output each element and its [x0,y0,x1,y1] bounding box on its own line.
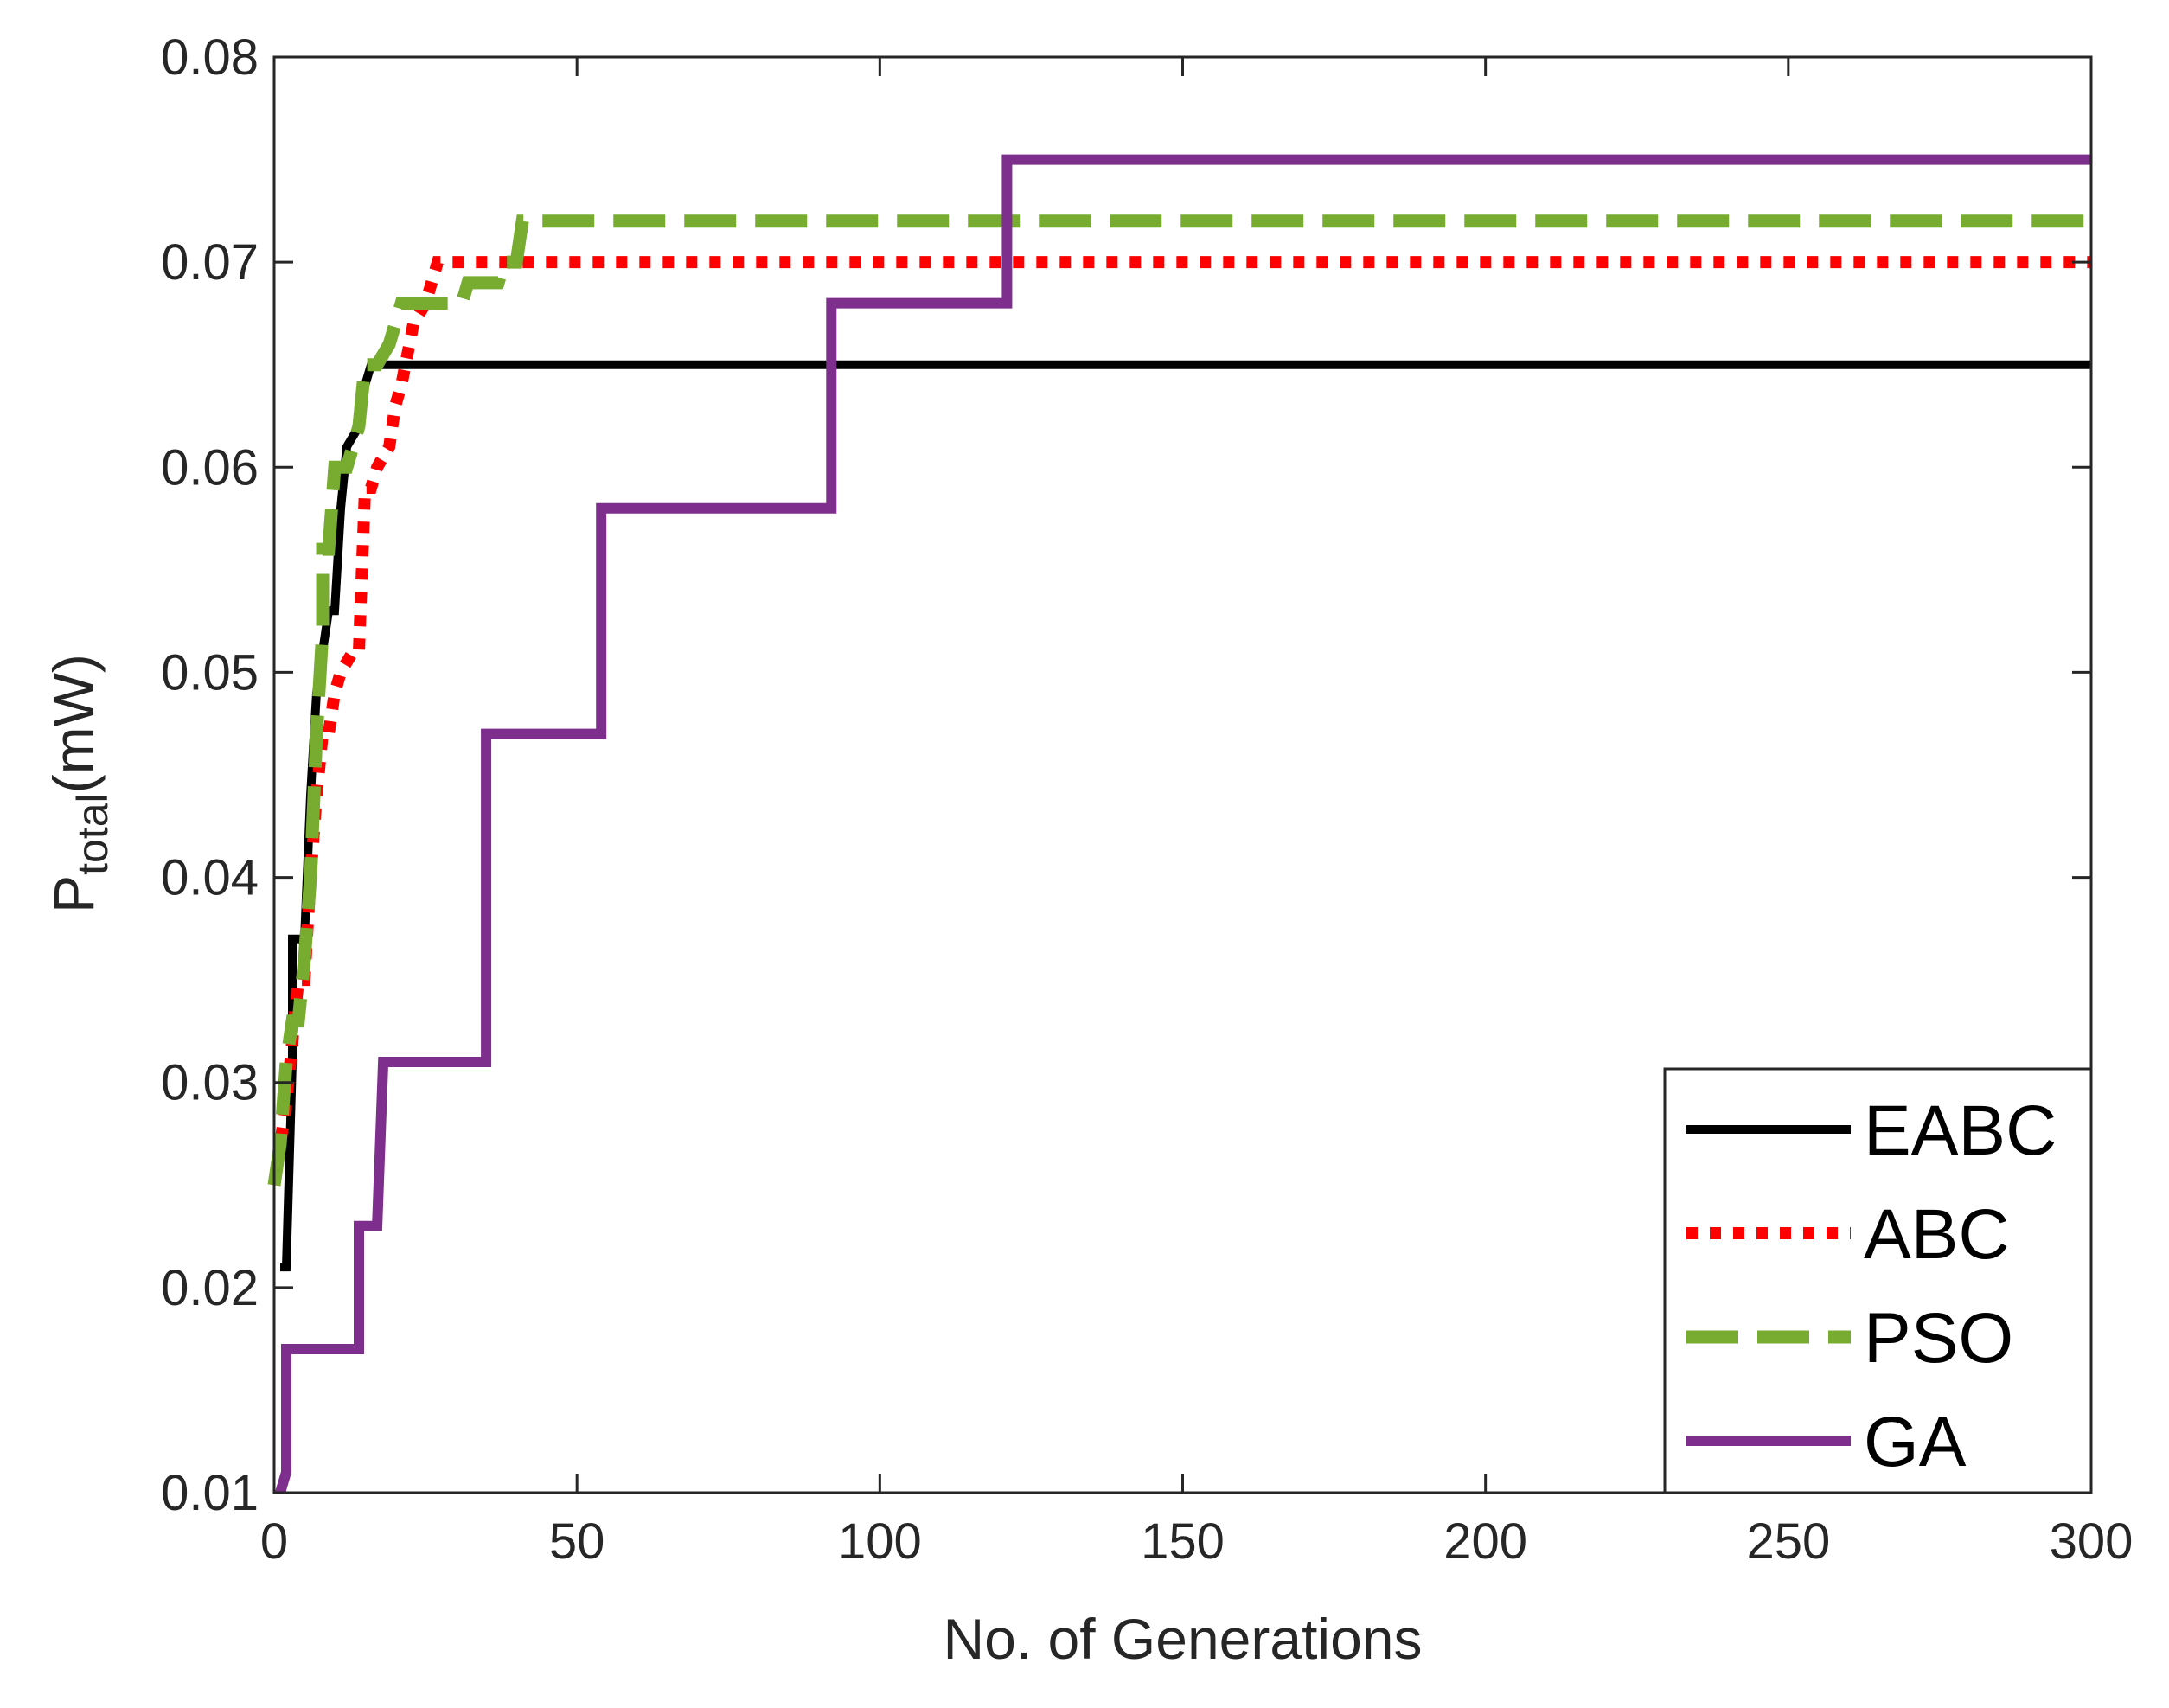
y-axis-title-main: P [42,875,106,913]
legend-label-abc: ABC [1864,1195,2010,1274]
y-axis-title-suffix: (mW) [42,654,106,793]
y-axis-title: Ptotal(mW) [42,654,117,913]
y-tick-label: 0.06 [161,439,259,496]
y-tick-label: 0.05 [161,644,259,700]
series-line-abc [268,256,2091,1187]
y-tick-label: 0.02 [161,1260,259,1316]
y-tick-label: 0.08 [161,29,259,86]
legend-label-pso: PSO [1864,1299,2013,1378]
x-tick-label: 250 [1746,1513,1830,1570]
axes-layer: 0 50 100 150 200 250 300 0.01 0.02 0.03 0.04 0.05 0.… [161,29,2133,1570]
y-axis-title-subscript: total [68,793,117,875]
x-tick-label: 150 [1141,1513,1225,1570]
series-layer [267,154,2091,1494]
x-tick-label: 200 [1443,1513,1527,1570]
y-tick-label: 0.04 [161,850,259,906]
series-line-ga [275,154,2091,1494]
x-tick-label: 50 [549,1513,605,1570]
x-tick-label: 300 [2050,1513,2134,1570]
legend-label-ga: GA [1864,1403,1967,1481]
y-tick-label: 0.01 [161,1465,259,1521]
legend: EABC ABC PSO GA [1663,1067,2093,1494]
y-tick-label: 0.03 [161,1055,259,1111]
x-tick-label: 0 [260,1513,288,1570]
x-tick-label: 100 [838,1513,922,1570]
x-axis-title: No. of Generations [944,1607,1423,1671]
legend-box [1663,1067,2093,1494]
y-tick-label: 0.07 [161,234,259,291]
series-line-pso [267,214,2091,1187]
legend-label-eabc: EABC [1864,1091,2057,1170]
